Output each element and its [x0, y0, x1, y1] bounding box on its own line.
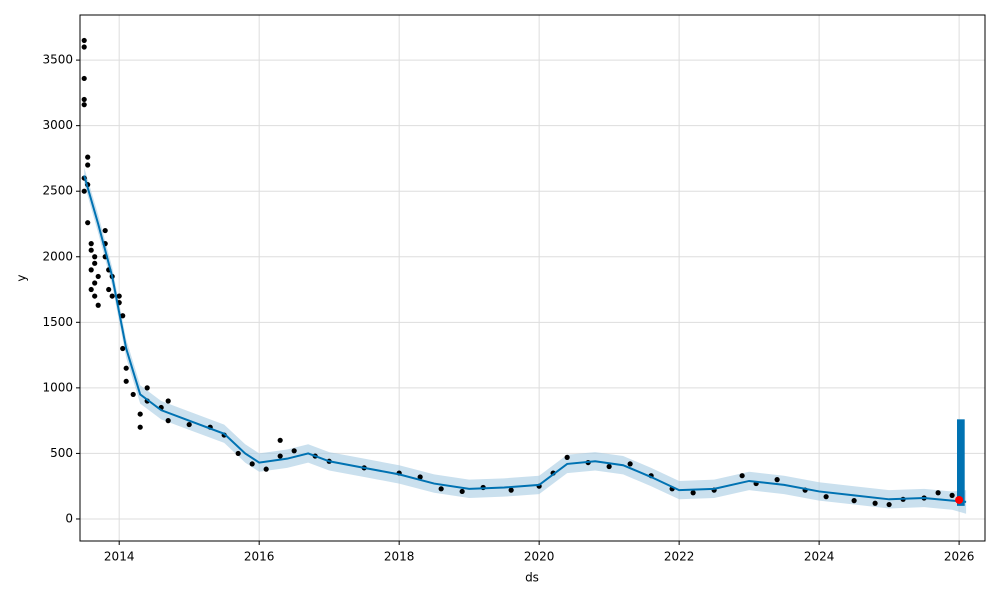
observed-point [92, 280, 98, 286]
last-point [955, 495, 964, 504]
future-forecast-block [957, 419, 965, 506]
y-tick-label: 1000 [42, 380, 73, 394]
observed-point [823, 494, 829, 500]
observed-point [291, 448, 297, 454]
y-tick-label: 2000 [42, 249, 73, 263]
observed-point [88, 286, 94, 293]
observed-point [627, 461, 633, 467]
observed-point [116, 293, 122, 299]
observed-point [235, 450, 241, 457]
observed-point [106, 286, 112, 293]
y-axis-label: y [15, 274, 29, 281]
observed-point [81, 75, 87, 82]
observed-point [95, 302, 101, 308]
observed-point [92, 293, 98, 299]
observed-point [886, 501, 892, 508]
observed-point [606, 463, 612, 470]
observed-point [935, 490, 941, 496]
x-tick-label: 2014 [104, 550, 135, 564]
observed-point [277, 453, 283, 459]
observed-point [144, 385, 150, 391]
observed-point [81, 102, 87, 108]
x-tick-label: 2020 [524, 550, 555, 564]
observed-point [774, 477, 780, 483]
observed-point [739, 473, 745, 479]
x-tick-label: 2022 [664, 550, 695, 564]
observed-point [102, 227, 108, 234]
observed-point [165, 418, 171, 424]
observed-point [92, 260, 98, 266]
observed-point [81, 188, 87, 194]
y-tick-label: 1500 [42, 315, 73, 329]
plot-frame [79, 14, 986, 542]
y-tick-label: 3000 [42, 118, 73, 132]
observed-point [123, 365, 129, 371]
observed-point [88, 247, 94, 253]
observed-point [137, 424, 143, 430]
observed-point [438, 486, 444, 492]
observed-point [95, 273, 101, 280]
observed-point [120, 345, 126, 352]
observed-point [123, 378, 129, 384]
x-axis-label: ds [525, 571, 539, 585]
y-tick-label: 0 [65, 511, 73, 525]
y-tick-label: 2500 [42, 184, 73, 198]
observed-point [81, 96, 87, 103]
observed-point [109, 293, 115, 299]
observed-point [277, 437, 283, 443]
observed-point [88, 241, 94, 247]
observed-point [249, 461, 255, 467]
observed-point [92, 254, 98, 260]
observed-point [690, 490, 696, 496]
x-tick-label: 2024 [804, 550, 835, 564]
observed-point [130, 391, 136, 398]
observed-point [459, 488, 465, 495]
observed-point [872, 500, 878, 506]
observed-point [949, 492, 955, 498]
observed-point [137, 411, 143, 417]
observed-point [165, 398, 171, 404]
observed-point [263, 466, 269, 472]
observed-point [186, 421, 192, 428]
observed-point [81, 37, 87, 44]
observed-point [564, 454, 570, 460]
observed-point [85, 162, 91, 168]
observed-point [120, 313, 126, 319]
y-tick-label: 3500 [42, 53, 73, 67]
observed-point [85, 154, 91, 160]
x-tick-label: 2026 [944, 550, 975, 564]
x-tick-label: 2016 [244, 550, 275, 564]
observed-point [85, 220, 91, 226]
observed-point [508, 487, 514, 493]
observed-point [417, 474, 423, 480]
forecast-line [83, 175, 967, 503]
y-tick-label: 500 [50, 446, 73, 460]
observed-point [81, 44, 87, 50]
observed-point [88, 267, 94, 273]
x-tick-label: 2018 [384, 550, 415, 564]
observed-point [851, 498, 857, 504]
